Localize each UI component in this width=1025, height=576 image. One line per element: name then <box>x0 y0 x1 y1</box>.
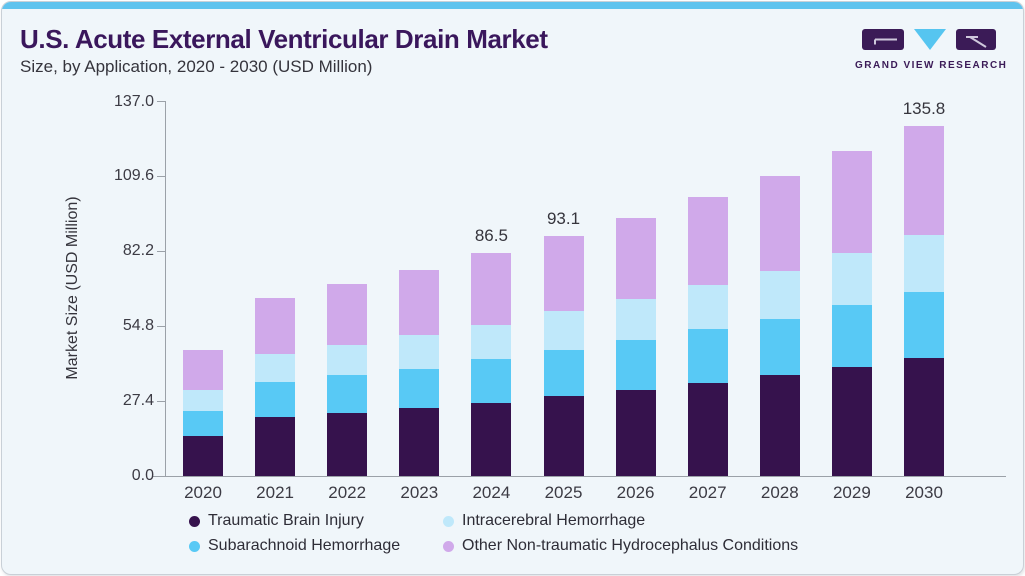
bar-segment <box>183 411 223 437</box>
bar-segment <box>904 125 944 236</box>
bar-segment <box>327 284 368 345</box>
legend-label: Subarachnoid Hemorrhage <box>208 537 401 554</box>
x-tick-label: 2029 <box>832 483 871 502</box>
bar-segment <box>759 318 800 376</box>
legend-item: Subarachnoid Hemorrhage <box>189 537 443 555</box>
bar-segment <box>687 197 728 285</box>
legend-item: Other Non-traumatic Hydrocephalus Condit… <box>443 537 798 555</box>
bar-segment <box>183 389 223 412</box>
bar-segment <box>471 253 512 326</box>
chart-header: U.S. Acute External Ventricular Drain Ma… <box>20 24 548 77</box>
x-tick-label: 2020 <box>184 483 222 502</box>
y-tick-mark <box>157 325 165 327</box>
bar-segment <box>183 436 223 476</box>
bar-segment <box>831 366 872 476</box>
grand-view-research-logo: GRAND VIEW RESEARCH <box>855 29 1008 71</box>
bar-segment <box>615 217 656 300</box>
x-tick-label: 2026 <box>616 483 655 502</box>
bar-segment <box>904 235 944 292</box>
bar-segment <box>327 344 368 375</box>
x-tick-label: 2023 <box>400 483 439 502</box>
bar-segment <box>183 350 223 390</box>
bar-segment <box>543 235 584 312</box>
x-tick-label: 2021 <box>256 483 294 502</box>
y-tick-mark <box>157 250 165 252</box>
x-tick-label: 2025 <box>544 483 583 502</box>
bar-segment <box>399 368 440 408</box>
legend-dot-icon <box>189 540 200 552</box>
bar-segment <box>255 353 296 383</box>
legend-label: Intracerebral Hemorrhage <box>462 512 646 529</box>
legend-dot-icon <box>443 515 454 527</box>
x-tick-label: 2024 <box>472 483 511 502</box>
bar-total-label: 86.5 <box>474 226 508 245</box>
x-axis-line <box>153 476 1006 477</box>
y-tick-mark <box>157 400 165 402</box>
y-tick-mark <box>157 101 165 102</box>
bar-segment <box>831 253 872 306</box>
bar-segment <box>687 382 728 476</box>
bar-total-label: 93.1 <box>546 208 581 228</box>
legend-label: Traumatic Brain Injury <box>208 512 364 529</box>
y-tick-label: 0.0 <box>131 467 154 484</box>
bar-segment <box>759 375 800 476</box>
bar-segment <box>471 358 512 403</box>
legend-label: Other Non-traumatic Hydrocephalus Condit… <box>462 537 799 554</box>
bar-segment <box>615 340 656 391</box>
bar-segment <box>759 176 800 272</box>
bar-segment <box>471 402 512 476</box>
y-tick-label: 27.4 <box>122 392 154 410</box>
bar-segment <box>759 271 800 319</box>
bar-segment <box>615 299 656 341</box>
bar-segment <box>327 374 368 413</box>
page-title: U.S. Acute External Ventricular Drain Ma… <box>20 24 548 54</box>
bar-segment <box>904 357 944 476</box>
bar-segment <box>255 297 296 354</box>
y-tick-label: 82.2 <box>122 242 154 260</box>
bar-segment <box>543 349 584 397</box>
bar-segment <box>255 382 296 417</box>
legend-item: Traumatic Brain Injury <box>189 512 443 530</box>
bar-segment <box>399 334 440 369</box>
bar-segment <box>831 151 872 253</box>
x-tick-label: 2022 <box>328 483 367 502</box>
bar-segment <box>399 407 440 476</box>
top-accent-strip <box>2 2 1023 9</box>
bar-segment <box>615 390 656 476</box>
bar-segment <box>399 269 440 335</box>
legend-dot-icon <box>443 540 454 552</box>
y-tick-label: 137.0 <box>113 92 154 110</box>
y-tick-label: 54.8 <box>122 317 154 335</box>
bar-segment <box>687 329 728 383</box>
logo-caption: GRAND VIEW RESEARCH <box>855 60 1008 71</box>
bar-total-label: 135.8 <box>902 98 946 118</box>
bar-segment <box>327 412 368 476</box>
y-tick-label: 109.6 <box>113 167 154 185</box>
x-tick-label: 2027 <box>688 483 727 502</box>
y-axis-title: Market Size (USD Million) <box>64 196 81 380</box>
bar-segment <box>543 311 584 350</box>
bar-segment <box>904 291 944 358</box>
bar-segment <box>255 416 296 476</box>
y-tick-mark <box>157 175 165 177</box>
x-tick-label: 2028 <box>760 483 799 502</box>
bar-segment <box>543 396 584 476</box>
legend-dot-icon <box>189 515 200 527</box>
bar-segment <box>471 325 512 359</box>
bar-segment <box>831 305 872 367</box>
bar-segment <box>687 284 728 330</box>
page-subtitle: Size, by Application, 2020 - 2030 (USD M… <box>20 57 373 76</box>
chart-legend: Traumatic Brain Injury Intracerebral Hemo… <box>189 512 798 555</box>
legend-item: Intracerebral Hemorrhage <box>443 512 798 530</box>
x-tick-label: 2030 <box>905 483 943 502</box>
y-axis-line <box>165 101 166 476</box>
gvr-logo-icon <box>862 29 996 50</box>
